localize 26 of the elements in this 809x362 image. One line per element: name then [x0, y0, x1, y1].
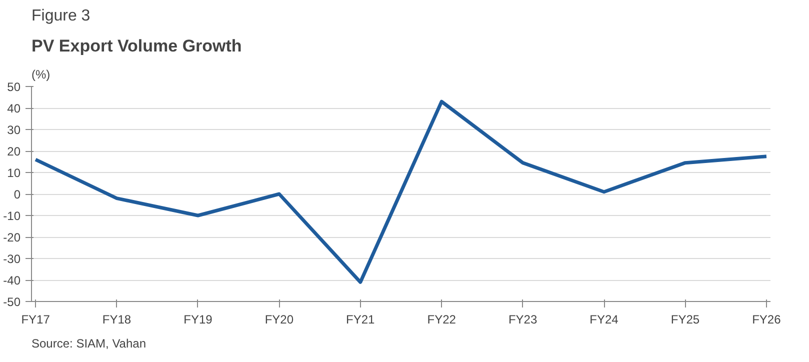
y-tick-label: -40	[3, 274, 21, 288]
y-tick-label: -10	[3, 209, 21, 223]
y-tick-label: 40	[7, 102, 21, 116]
y-tick-label: -50	[3, 295, 21, 309]
y-tick-label: -30	[3, 252, 21, 266]
y-tick-label: 30	[7, 123, 21, 137]
x-tick-label: FY18	[102, 312, 132, 326]
x-tick-label: FY17	[21, 312, 50, 326]
chart-subtitle: PV Export Volume Growth	[32, 36, 242, 56]
y-tick-label: 10	[7, 166, 21, 180]
line-series	[34, 100, 768, 284]
source-note: Source: SIAM, Vahan	[32, 336, 146, 350]
x-tick-label: FY20	[264, 312, 294, 326]
y-tick-label: 0	[14, 188, 21, 202]
y-tick-label: 50	[7, 80, 21, 94]
y-tick-label: 20	[7, 144, 21, 158]
x-tick-label: FY21	[346, 312, 376, 326]
chart-title: Figure 3	[32, 8, 90, 24]
x-tick-label: FY26	[752, 312, 782, 326]
x-tick-label: FY25	[670, 312, 700, 326]
x-tick-label: FY23	[508, 312, 538, 326]
x-tick-label: FY19	[184, 312, 213, 326]
y-tick-label: -20	[3, 230, 21, 244]
x-tick-label: FY24	[590, 312, 619, 326]
y-axis-title: (%)	[32, 68, 50, 82]
x-tick-label: FY22	[427, 312, 456, 326]
